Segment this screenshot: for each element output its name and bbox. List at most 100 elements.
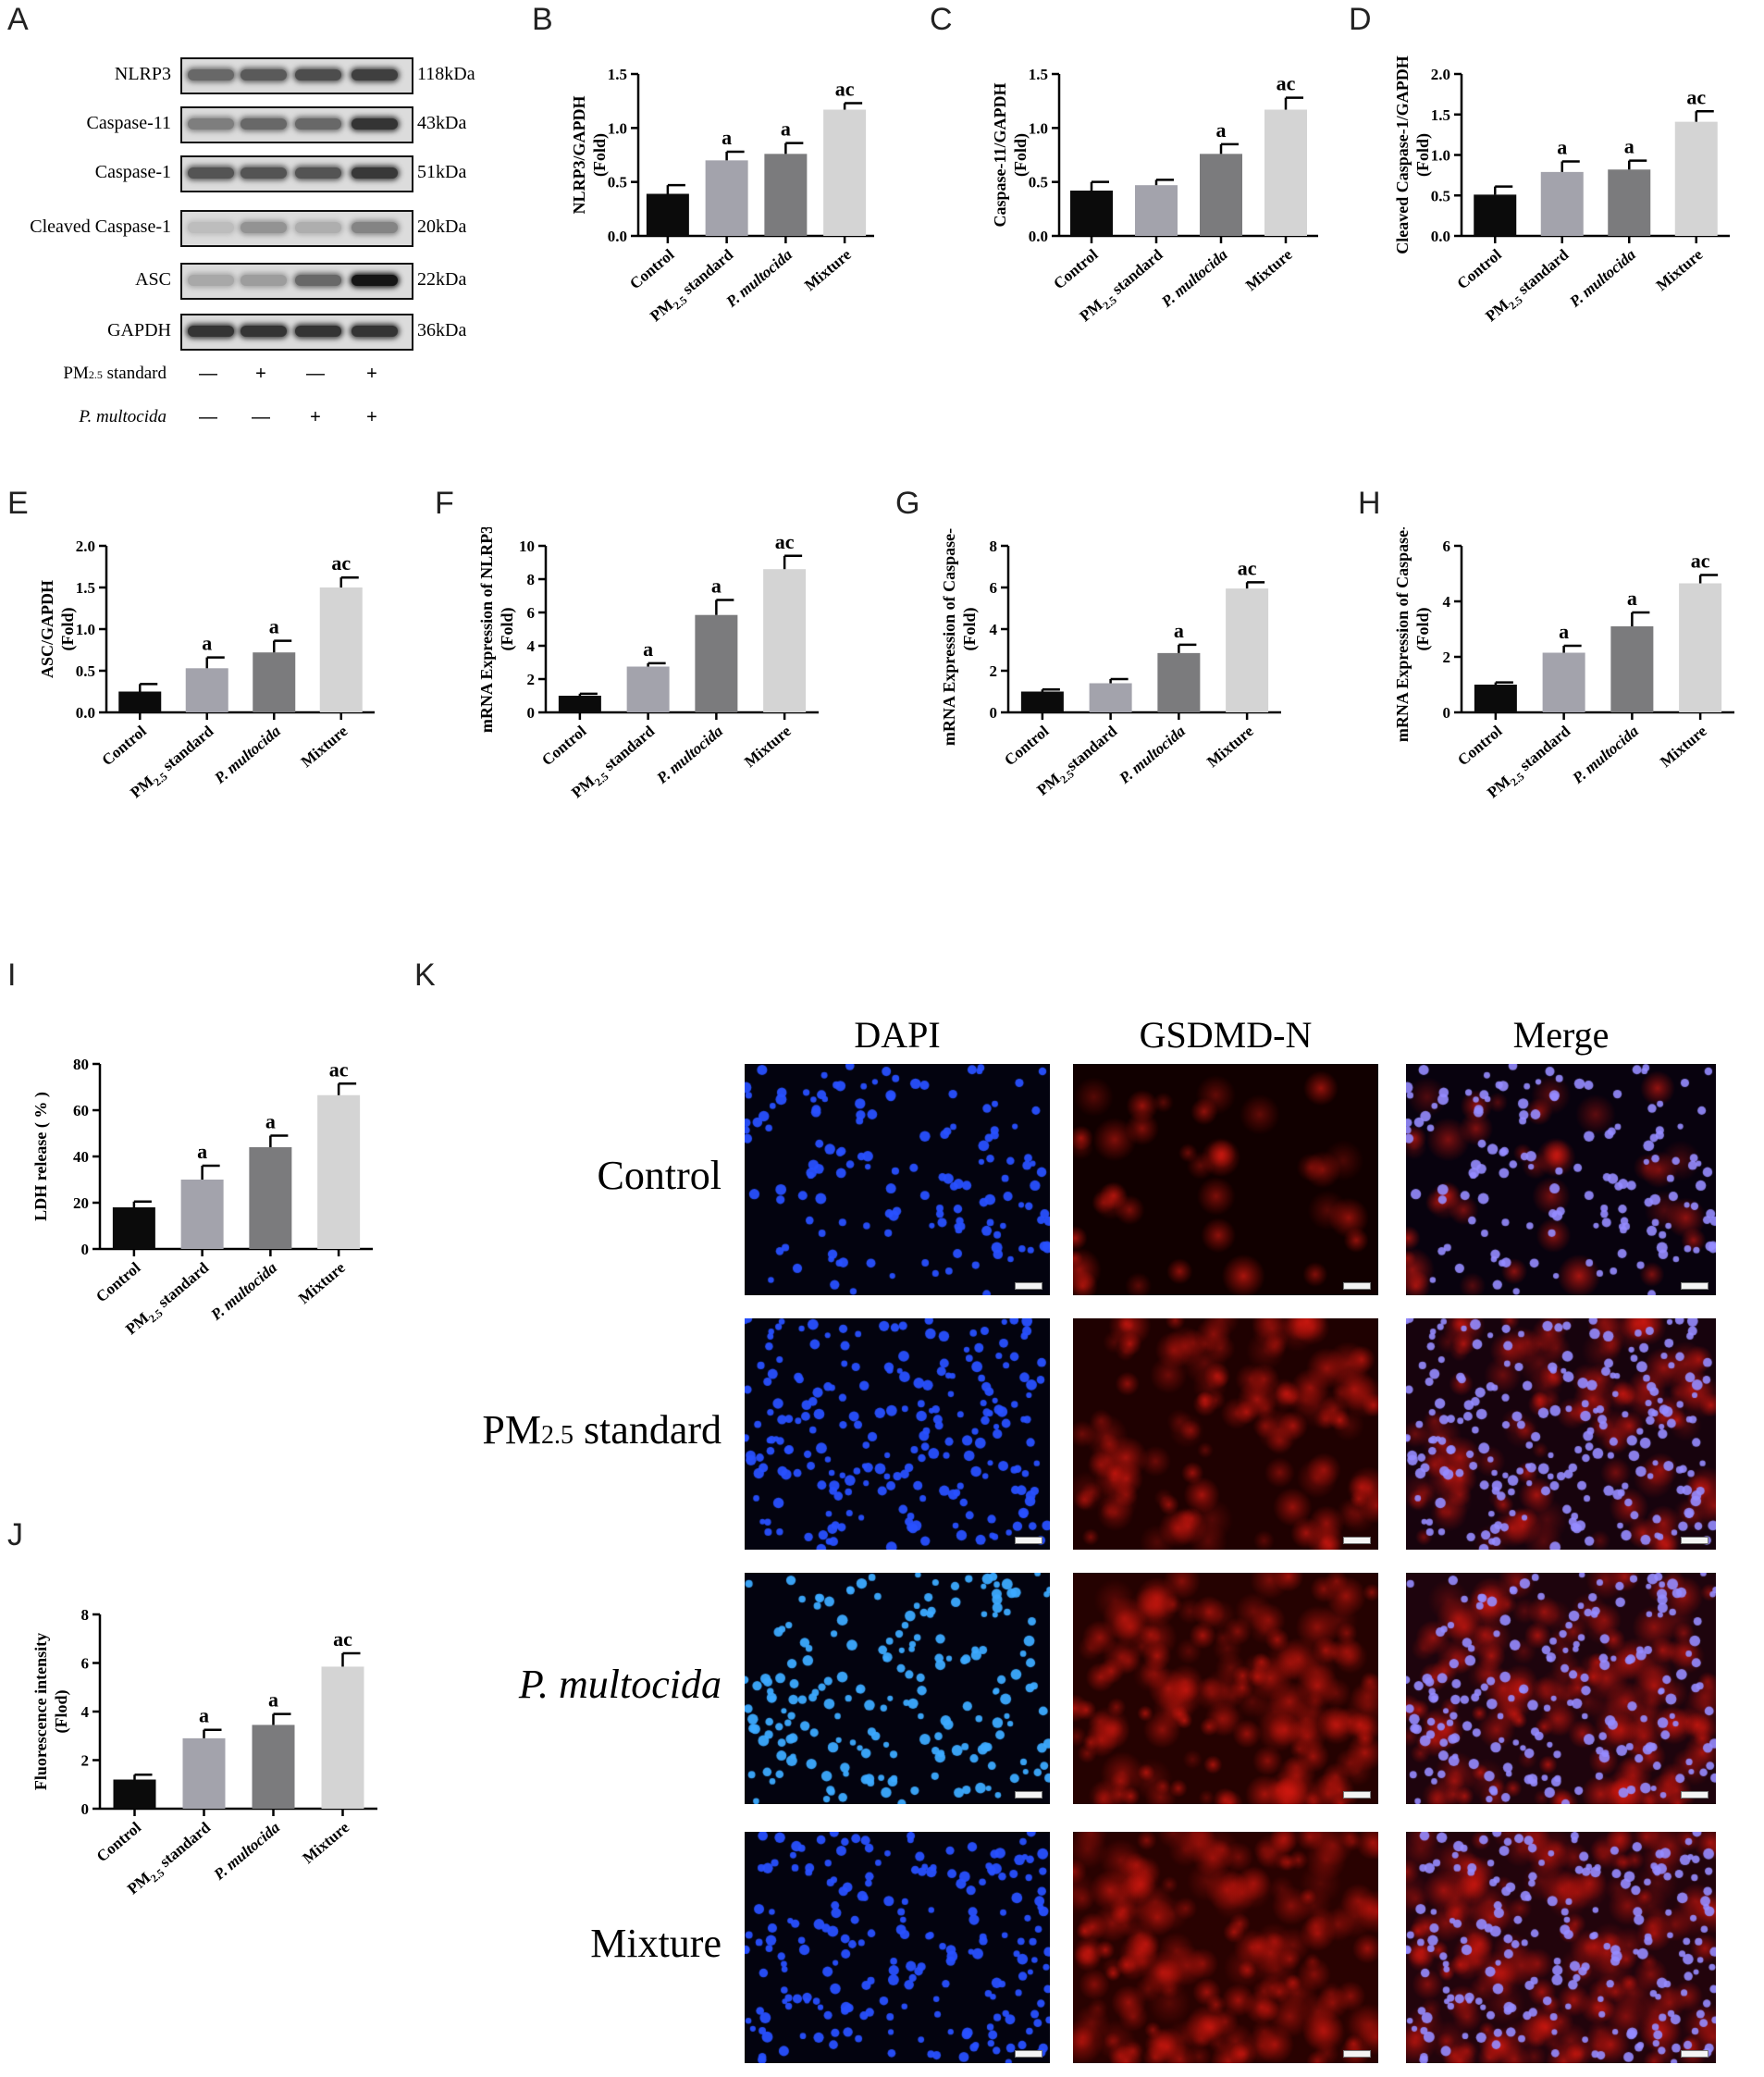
y-tick-label: 1.0 (1029, 119, 1048, 137)
bar (1540, 171, 1584, 236)
significance-label: a (643, 637, 653, 661)
y-tick-label: 1.0 (1431, 147, 1450, 165)
blot-band (241, 222, 287, 233)
significance-label: a (1559, 620, 1569, 643)
y-tick-label: 0.5 (1431, 187, 1450, 204)
category-label: Mixture (295, 1258, 349, 1307)
scale-bar (1343, 1791, 1371, 1799)
blot-protein-label: Caspase-11 (86, 113, 171, 133)
significance-label: a (268, 1688, 278, 1712)
category-label: P. multocida (211, 722, 285, 787)
bar (626, 666, 670, 712)
y-tick-label: 4 (527, 637, 536, 655)
bar (695, 614, 738, 712)
category-label: P. multocida (1116, 722, 1190, 787)
blot-band (295, 326, 341, 337)
y-tick-label: 10 (519, 538, 535, 555)
blot-molecular-weight: 118kDa (417, 64, 475, 84)
significance-label: a (265, 1110, 276, 1133)
micrograph-gsdmd (1073, 1064, 1378, 1295)
y-axis-label-unit: (Fold) (1413, 607, 1433, 650)
category-label: Control (538, 722, 590, 769)
significance-label: ac (835, 78, 855, 101)
bar (1610, 626, 1654, 712)
scale-bar (1681, 1537, 1708, 1544)
blot-protein-label: GAPDH (107, 320, 171, 340)
y-axis-label: NLRP3/GAPDH (570, 96, 588, 215)
bar (1474, 194, 1517, 236)
blot-band (188, 118, 234, 130)
blot-band (188, 167, 234, 179)
panel-letter-i: I (7, 958, 17, 993)
y-tick-label: 1.5 (1029, 66, 1048, 83)
y-tick-label: 2 (527, 671, 536, 688)
significance-label: a (1216, 118, 1227, 142)
significance-label: ac (331, 551, 351, 575)
bar (185, 668, 228, 712)
blot-band (241, 326, 287, 337)
panel-letter-a: A (7, 2, 29, 37)
bar (1679, 583, 1722, 712)
category-label: P. multocida (207, 1258, 281, 1324)
panel-letter-c: C (930, 2, 953, 37)
scale-bar (1015, 1282, 1042, 1290)
blot-band (241, 167, 287, 179)
microscopy-column-header: GSDMD-N (1139, 1014, 1313, 1056)
category-label: Control (98, 722, 150, 769)
bar (249, 1147, 292, 1249)
y-tick-label: 0.5 (76, 662, 95, 680)
bar (558, 696, 601, 712)
microscopy-column-header: DAPI (854, 1014, 941, 1056)
microscopy-row-label: Control (597, 1153, 722, 1198)
y-tick-label: 1.0 (76, 621, 95, 638)
bar (823, 109, 867, 236)
y-tick-label: 2 (81, 1752, 90, 1770)
bar (1070, 191, 1113, 236)
treatment-sign: — (199, 407, 217, 427)
treatment-sign: + (310, 407, 321, 427)
y-axis-label: mRNA Expression of Caspase-1 (1393, 527, 1412, 742)
category-label: P. multocida (210, 1818, 284, 1884)
blot-band (352, 167, 398, 179)
y-tick-label: 40 (73, 1148, 89, 1166)
y-axis-label-unit: (Fold) (58, 607, 78, 650)
bar (1474, 685, 1517, 712)
category-label: Mixture (300, 1818, 353, 1867)
category-label: P. multocida (1157, 245, 1231, 311)
y-tick-label: 0.0 (1029, 228, 1048, 245)
blot-protein-label: Caspase-1 (94, 162, 171, 182)
significance-label: a (1624, 135, 1634, 158)
panel-letter-k: K (414, 958, 436, 993)
blot-protein-label: NLRP3 (114, 64, 171, 84)
category-label: Control (626, 245, 678, 292)
micrograph-dapi (745, 1064, 1050, 1295)
y-tick-label: 1.5 (1431, 106, 1450, 124)
blot-band (352, 275, 398, 286)
blot-band (295, 118, 341, 130)
category-label: P. multocida (653, 722, 727, 787)
bar (1608, 169, 1651, 236)
scale-bar (1015, 1537, 1042, 1544)
panel-letter-b: B (532, 2, 553, 37)
blot-strip (180, 57, 413, 94)
scale-bar (1343, 1537, 1371, 1544)
panel-letter-d: D (1349, 2, 1372, 37)
y-tick-label: 1.5 (76, 579, 95, 597)
category-label: Control (1454, 722, 1506, 769)
panel-letter-e: E (7, 486, 29, 521)
chart-g-mrna-caspase11: 0 2 4 6 8 mRNA Expression of Caspase-11 (Fold)… (940, 527, 1281, 799)
y-tick-label: 0 (81, 1800, 90, 1818)
scale-bar (1681, 1791, 1708, 1799)
blot-strip (180, 106, 413, 143)
y-axis-label: LDH release ( % ) (31, 1092, 51, 1221)
bar (1135, 185, 1178, 236)
blot-band (188, 326, 234, 337)
y-tick-label: 2 (1443, 649, 1451, 666)
significance-label: ac (1686, 85, 1706, 108)
micrograph-dapi (745, 1832, 1050, 2063)
treatment-label: PM2.5 standard (63, 364, 167, 383)
blot-molecular-weight: 22kDa (417, 269, 467, 290)
panel-letter-h: H (1358, 486, 1381, 521)
y-tick-label: 8 (990, 538, 998, 555)
